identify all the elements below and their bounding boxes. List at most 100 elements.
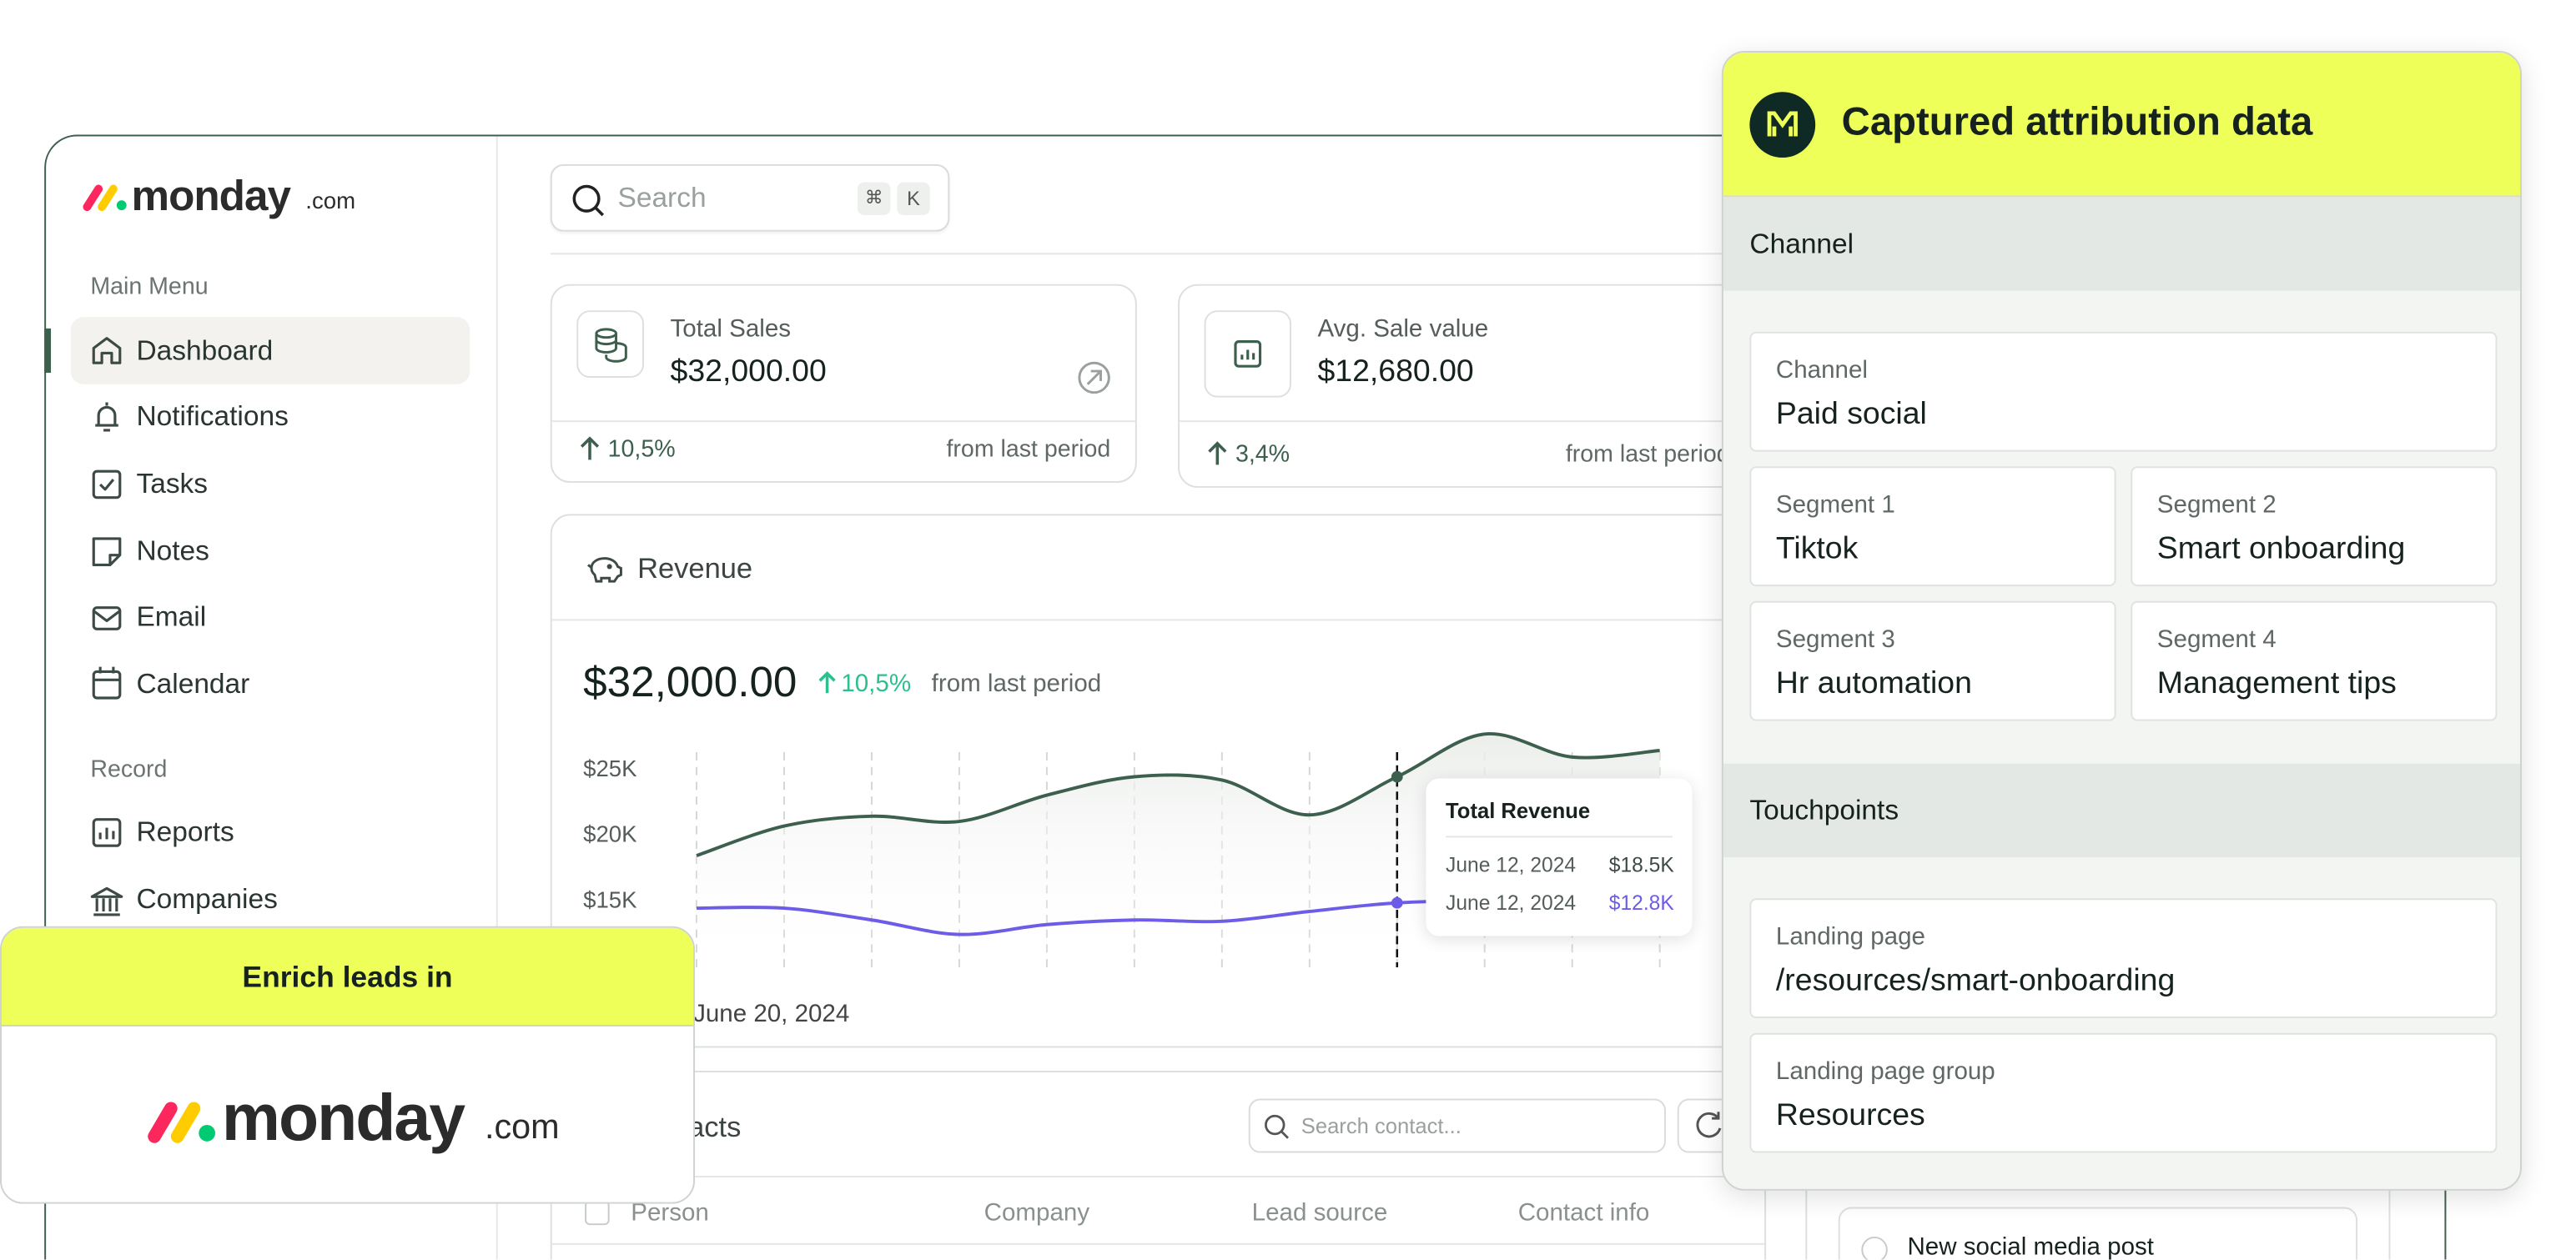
field-label: Channel xyxy=(1775,356,1868,384)
kbd: K xyxy=(897,182,930,215)
revenue-title: Revenue xyxy=(637,551,753,585)
field-label: Landing page xyxy=(1775,922,1925,951)
logo-suffix: .com xyxy=(305,187,356,214)
tooltip-date: June 12, 2024 xyxy=(1446,854,1577,877)
up-arrow xyxy=(580,436,600,460)
logo-suffix: .com xyxy=(484,1108,560,1147)
section-title: Channel xyxy=(1749,228,1854,260)
stat-note: from last period xyxy=(946,436,1111,464)
field-value: Tiktok xyxy=(1775,532,1859,567)
column-header: Contact info xyxy=(1517,1198,1650,1227)
field: Segment 3 Hr automation xyxy=(1749,600,2116,721)
open-icon[interactable] xyxy=(1076,359,1112,395)
field: Segment 2 Smart onboarding xyxy=(2131,466,2498,587)
menu-item[interactable]: Reports xyxy=(136,816,234,848)
field: Segment 4 Management tips xyxy=(2131,600,2498,721)
field-value: Resources xyxy=(1775,1098,1925,1133)
field-label: Landing page group xyxy=(1775,1057,1995,1086)
refresh-icon xyxy=(1696,1112,1722,1138)
panel-logo xyxy=(1749,92,1816,158)
contact-search-placeholder: Search contact... xyxy=(1301,1113,1462,1138)
field-label: Segment 2 xyxy=(2156,490,2277,520)
point xyxy=(1391,771,1403,783)
divider xyxy=(551,1176,1765,1178)
sidebar-divider xyxy=(496,136,498,1260)
stat-change: 10,5% xyxy=(607,436,676,464)
logo-name: monday xyxy=(221,1082,465,1155)
tooltip-date: June 12, 2024 xyxy=(1446,891,1577,915)
section-title: Touchpoints xyxy=(1749,795,1899,826)
up-arrow xyxy=(1208,441,1227,465)
tooltip: Total Revenue June 12, 2024 $18.5K June … xyxy=(1426,778,1693,936)
menu-item[interactable]: Email xyxy=(136,600,207,633)
stat-card: Total Sales $32,000.00 10,5% from last p… xyxy=(550,284,1137,484)
piggy-icon xyxy=(586,557,622,583)
menu-item[interactable]: Notifications xyxy=(136,400,289,432)
radio[interactable] xyxy=(1861,1236,1888,1260)
field-value: /resources/smart-onboarding xyxy=(1775,964,2176,999)
field: Channel Paid social xyxy=(1749,331,2498,452)
field: Landing page/resources/smart-onboarding xyxy=(1749,898,2498,1019)
y-tick-label: $25K xyxy=(583,755,637,781)
enrich-card: Enrich leads in monday .com xyxy=(0,926,696,1204)
coins-icon xyxy=(595,328,627,363)
menu-item[interactable]: Notes xyxy=(136,535,209,567)
column-header: Company xyxy=(984,1198,1090,1227)
active-item xyxy=(70,317,470,384)
divider xyxy=(1446,836,1673,838)
revenue-total: $32,000.00 xyxy=(583,656,797,706)
field: Segment 1 Tiktok xyxy=(1749,466,2116,587)
section-header: Channel xyxy=(1723,197,2521,291)
revenue-note: from last period xyxy=(931,670,1102,698)
menu-item[interactable]: Tasks xyxy=(136,468,209,499)
stat-value: $32,000.00 xyxy=(670,354,827,389)
menu-item[interactable]: Companies xyxy=(136,883,278,915)
section-header: Touchpoints xyxy=(1723,763,2521,858)
task-item[interactable]: New social media post xyxy=(1838,1207,2358,1260)
field-value: Management tips xyxy=(2156,666,2397,701)
y-tick-label: $20K xyxy=(583,821,637,847)
task-text: New social media post xyxy=(1907,1233,2155,1260)
menu-label: Record xyxy=(90,756,168,784)
logo-mark xyxy=(83,184,127,212)
menu-item[interactable]: Dashboard xyxy=(136,334,274,367)
field-label: Segment 1 xyxy=(1775,490,1895,520)
field-value: Hr automation xyxy=(1775,666,1972,701)
field-label: Segment 3 xyxy=(1775,625,1895,654)
stat-note: from last period xyxy=(1565,441,1730,469)
menu-item[interactable]: Calendar xyxy=(136,668,250,700)
field-value: Smart onboarding xyxy=(2156,532,2406,567)
panel-header: Captured attribution data xyxy=(1723,53,2521,198)
contact-search[interactable]: Search contact... xyxy=(1248,1098,1666,1153)
logo-name: monday xyxy=(131,170,291,220)
divider xyxy=(551,420,1135,423)
search-icon xyxy=(1265,1114,1289,1139)
area xyxy=(697,733,1660,967)
stat-change: 3,4% xyxy=(1235,441,1291,469)
field-label: Segment 4 xyxy=(2156,625,2277,654)
stat-icon xyxy=(576,310,645,378)
enrich-header: Enrich leads in xyxy=(1,927,694,1027)
search-icon xyxy=(572,184,605,217)
attribution-panel: Captured attribution data Channel Channe… xyxy=(1721,51,2523,1191)
stat-label: Avg. Sale value xyxy=(1317,315,1489,344)
column-header: Lead source xyxy=(1251,1198,1388,1227)
x-tick-label: June 20, 2024 xyxy=(693,1000,849,1027)
panel-title: Captured attribution data xyxy=(1841,100,2313,145)
tooltip-title: Total Revenue xyxy=(1446,798,1591,823)
kbd: ⌘ xyxy=(858,182,891,215)
search-placeholder: Search xyxy=(617,182,707,214)
logo-mark xyxy=(148,1102,215,1143)
stat-value: $12,680.00 xyxy=(1317,354,1474,389)
field-value: Paid social xyxy=(1775,397,1927,432)
active-indicator xyxy=(44,328,52,374)
search-box[interactable]: Search ⌘ K xyxy=(550,163,950,232)
up-arrow xyxy=(818,670,836,694)
revenue-change: 10,5% xyxy=(841,670,912,698)
tooltip-value: $12.8K xyxy=(1608,891,1674,915)
divider xyxy=(551,619,1765,621)
field: Landing page group Resources xyxy=(1749,1032,2498,1153)
